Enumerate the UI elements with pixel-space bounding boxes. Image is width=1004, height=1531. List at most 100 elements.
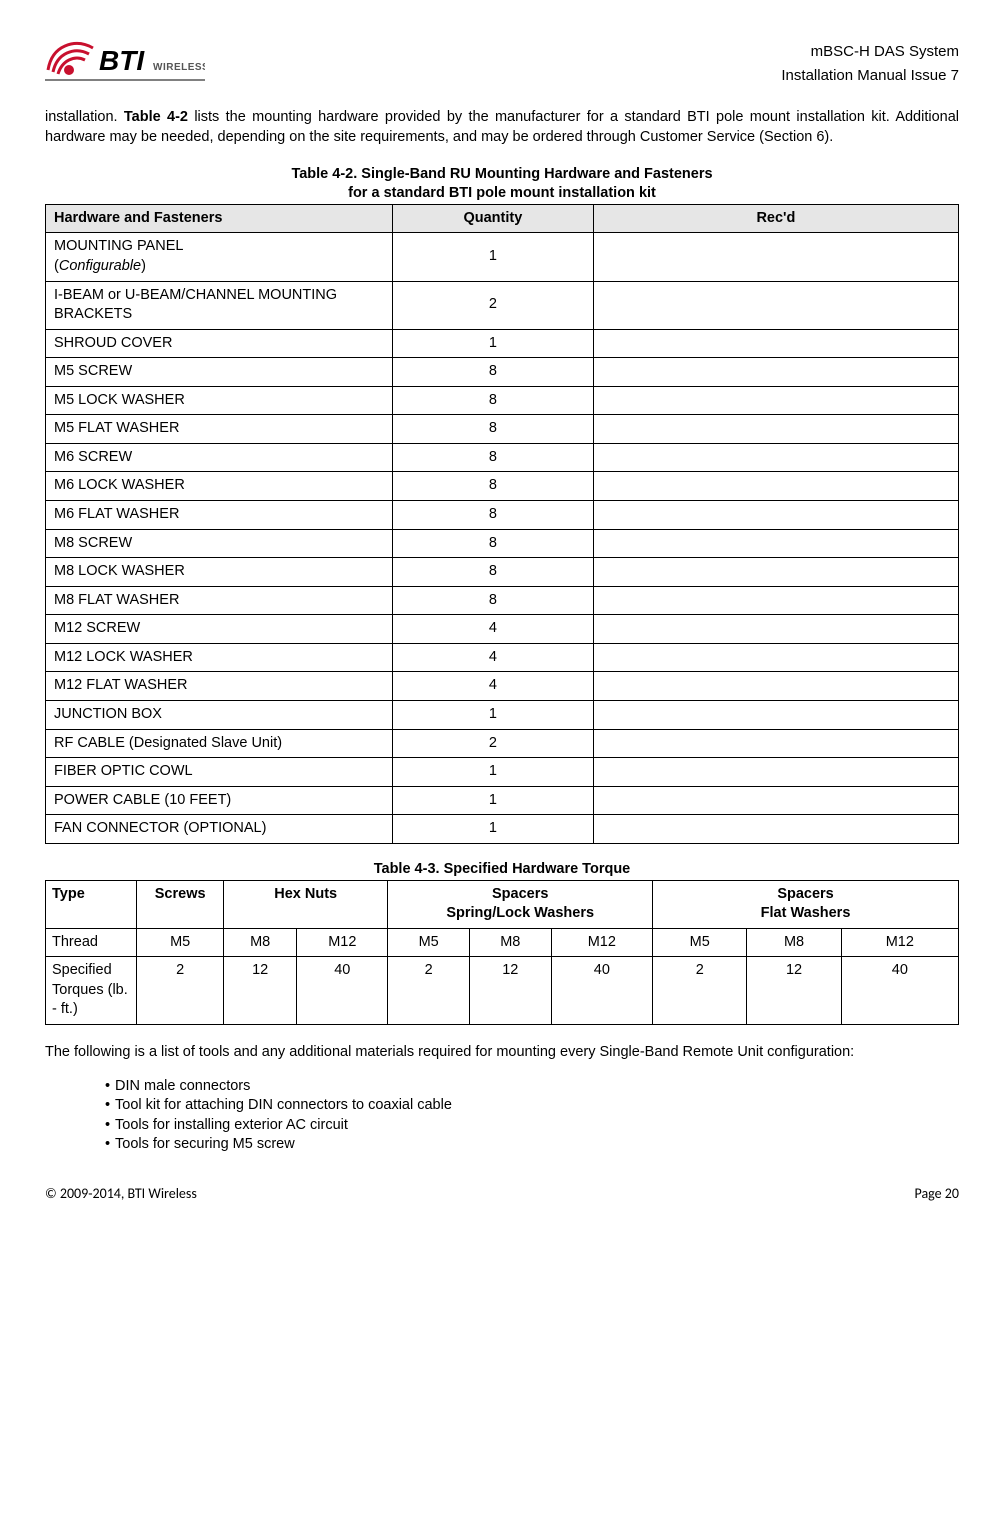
cell-qty: 1	[392, 233, 593, 281]
table-row: M6 FLAT WASHER8	[46, 501, 959, 530]
cell-recd	[593, 558, 958, 587]
cell-qty: 8	[392, 472, 593, 501]
cell-hardware: SHROUD COVER	[46, 329, 393, 358]
cell-recd	[593, 815, 958, 844]
list-item: Tools for installing exterior AC circuit	[115, 1116, 959, 1136]
tools-list: DIN male connectorsTool kit for attachin…	[45, 1077, 959, 1155]
cell-torque: 12	[747, 957, 841, 1025]
cell-torque-label: Specified Torques (lb. - ft.)	[46, 957, 137, 1025]
header-right: mBSC-H DAS System Installation Manual Is…	[781, 40, 959, 88]
page-header: BTI WIRELESS mBSC-H DAS System Installat…	[45, 40, 959, 88]
table-row: M5 FLAT WASHER8	[46, 415, 959, 444]
table-row: M12 FLAT WASHER4	[46, 672, 959, 701]
cell-recd	[593, 472, 958, 501]
cell-recd	[593, 643, 958, 672]
cell-recd	[593, 786, 958, 815]
table-4-3-caption: Table 4-3. Specified Hardware Torque	[45, 860, 959, 879]
th-hexnuts: Hex Nuts	[224, 880, 388, 928]
cell-qty: 1	[392, 786, 593, 815]
cell-hardware: FAN CONNECTOR (OPTIONAL)	[46, 815, 393, 844]
cell-thread: M12	[297, 928, 388, 957]
cell-torque: 40	[297, 957, 388, 1025]
th-type: Type	[46, 880, 137, 928]
cell-recd	[593, 329, 958, 358]
table-row: M6 LOCK WASHER8	[46, 472, 959, 501]
cell-recd	[593, 672, 958, 701]
table-row: MOUNTING PANEL(Configurable)1	[46, 233, 959, 281]
cell-thread: M12	[841, 928, 958, 957]
table-row: M12 SCREW4	[46, 615, 959, 644]
cell-torque: 2	[653, 957, 747, 1025]
cell-qty: 1	[392, 815, 593, 844]
doc-title: mBSC-H DAS System	[781, 40, 959, 64]
cell-recd	[593, 501, 958, 530]
cell-recd	[593, 281, 958, 329]
table-header-row: Hardware and Fasteners Quantity Rec'd	[46, 204, 959, 233]
cell-thread-label: Thread	[46, 928, 137, 957]
caption-line-1: Table 4-2. Single-Band RU Mounting Hardw…	[291, 166, 712, 182]
cell-hardware: M12 LOCK WASHER	[46, 643, 393, 672]
cell-hardware: M12 FLAT WASHER	[46, 672, 393, 701]
table-row: POWER CABLE (10 FEET)1	[46, 786, 959, 815]
table-row: M8 SCREW8	[46, 529, 959, 558]
svg-text:WIRELESS: WIRELESS	[153, 62, 205, 73]
cell-thread: M8	[747, 928, 841, 957]
cell-recd	[593, 386, 958, 415]
page-number: 20	[945, 1185, 959, 1202]
cell-torque: 40	[551, 957, 652, 1025]
cell-hardware: JUNCTION BOX	[46, 700, 393, 729]
cell-torque: 2	[388, 957, 470, 1025]
cell-qty: 2	[392, 281, 593, 329]
list-item: DIN male connectors	[115, 1077, 959, 1097]
cell-recd	[593, 415, 958, 444]
cell-qty: 4	[392, 643, 593, 672]
table-row: M5 SCREW8	[46, 358, 959, 387]
cell-torque: 12	[469, 957, 551, 1025]
cell-hardware: M5 FLAT WASHER	[46, 415, 393, 444]
cell-recd	[593, 233, 958, 281]
list-item: Tool kit for attaching DIN connectors to…	[115, 1096, 959, 1116]
cell-thread: M5	[653, 928, 747, 957]
cell-hardware: M5 SCREW	[46, 358, 393, 387]
tools-intro-paragraph: The following is a list of tools and any…	[45, 1043, 959, 1063]
t43-torque-row: Specified Torques (lb. - ft.)21240212402…	[46, 957, 959, 1025]
footer-left: © 2009-2014, BTI Wireless	[45, 1185, 197, 1204]
th-quantity: Quantity	[392, 204, 593, 233]
table-4-3: Type Screws Hex Nuts SpacersSpring/Lock …	[45, 880, 959, 1025]
intro-pre: installation.	[45, 109, 124, 125]
cell-hardware: M6 SCREW	[46, 443, 393, 472]
cell-qty: 8	[392, 529, 593, 558]
cell-recd	[593, 358, 958, 387]
table-row: M5 LOCK WASHER8	[46, 386, 959, 415]
table-row: M8 LOCK WASHER8	[46, 558, 959, 587]
cell-qty: 2	[392, 729, 593, 758]
footer-right: Page 20	[915, 1185, 959, 1204]
cell-hardware: M8 FLAT WASHER	[46, 586, 393, 615]
list-item: Tools for securing M5 screw	[115, 1135, 959, 1155]
th-recd: Rec'd	[593, 204, 958, 233]
bti-logo-icon: BTI WIRELESS	[45, 40, 205, 84]
cell-thread: M12	[551, 928, 652, 957]
table-row: RF CABLE (Designated Slave Unit)2	[46, 729, 959, 758]
page-prefix: Page	[915, 1185, 945, 1202]
cell-recd	[593, 615, 958, 644]
cell-qty: 8	[392, 415, 593, 444]
cell-hardware: M8 LOCK WASHER	[46, 558, 393, 587]
cell-qty: 8	[392, 386, 593, 415]
cell-qty: 4	[392, 672, 593, 701]
cell-hardware: M8 SCREW	[46, 529, 393, 558]
spring-l1: SpacersSpring/Lock Washers	[446, 886, 594, 922]
cell-thread: M8	[469, 928, 551, 957]
th-hardware: Hardware and Fasteners	[46, 204, 393, 233]
table-row: SHROUD COVER1	[46, 329, 959, 358]
cell-hardware: RF CABLE (Designated Slave Unit)	[46, 729, 393, 758]
cell-hardware: M5 LOCK WASHER	[46, 386, 393, 415]
cell-qty: 4	[392, 615, 593, 644]
th-spacers-spring: SpacersSpring/Lock Washers	[388, 880, 653, 928]
table-row: JUNCTION BOX1	[46, 700, 959, 729]
cell-hardware: POWER CABLE (10 FEET)	[46, 786, 393, 815]
table-row: M6 SCREW8	[46, 443, 959, 472]
cell-qty: 8	[392, 443, 593, 472]
svg-text:BTI: BTI	[99, 45, 145, 76]
cell-recd	[593, 586, 958, 615]
